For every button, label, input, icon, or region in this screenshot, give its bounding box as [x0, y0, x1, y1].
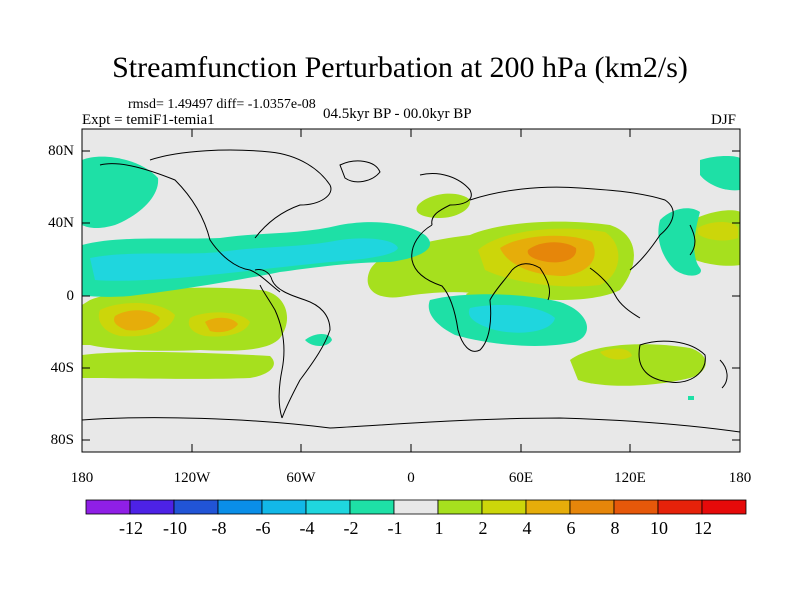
- lat-tick-label: 40N: [48, 215, 74, 231]
- experiment-label: Expt = temiF1-temia1: [82, 112, 215, 128]
- contour-patch: [688, 396, 694, 400]
- lat-tick-label: 0: [66, 288, 75, 304]
- colorbar-label: -8: [211, 518, 227, 538]
- contour-region-nwpac-2: [698, 222, 738, 241]
- colorbar-swatch: [393, 499, 439, 515]
- contour-region-sa-4: [205, 317, 238, 333]
- contour-region-brazil-neg: [305, 334, 332, 346]
- axis-ticks: [81, 129, 741, 452]
- colorbar-swatch: [613, 499, 659, 515]
- colorbar-swatch: [129, 499, 175, 515]
- colorbar-swatch: [569, 499, 615, 515]
- colorbar: [85, 499, 747, 515]
- colorbar-label: 2: [478, 518, 488, 538]
- lon-tick-label: 120E: [614, 470, 646, 486]
- colorbar-label: 12: [694, 518, 712, 538]
- colorbar-swatch: [173, 499, 219, 515]
- colorbar-label: -10: [163, 518, 187, 538]
- contour-region-south-pacific-band: [82, 352, 274, 379]
- colorbar-swatch: [657, 499, 703, 515]
- colorbar-swatch: [701, 499, 747, 515]
- period-label: 04.5kyr BP - 00.0kyr BP: [323, 106, 472, 122]
- lon-tick-label: 0: [407, 470, 415, 486]
- stats-text: rmsd= 1.49497 diff= -1.0357e-08: [128, 97, 316, 112]
- coastlines: [82, 149, 740, 433]
- lon-tick-label: 180: [728, 470, 752, 486]
- colorbar-swatch: [349, 499, 395, 515]
- colorbar-label: 8: [610, 518, 620, 538]
- colorbar-swatch: [261, 499, 307, 515]
- lon-tick-label: 60E: [508, 470, 534, 486]
- contour-region-atlantic-neg2: [90, 238, 398, 281]
- contour-region-asia-6: [527, 242, 577, 263]
- contour-region-mediterranean: [416, 193, 471, 218]
- lon-tick-label: 180: [70, 470, 94, 486]
- colorbar-label: -6: [255, 518, 271, 538]
- plot-title: Streamfunction Perturbation at 200 hPa (…: [112, 51, 688, 84]
- lat-tick-label: 80N: [48, 143, 74, 159]
- contour-region-aus-2: [600, 348, 632, 360]
- colorbar-label: 1: [434, 518, 444, 538]
- contour-region-na-pacific-neg: [82, 156, 159, 229]
- colorbar-label: -4: [299, 518, 315, 538]
- lon-tick-label: 120W: [173, 470, 211, 486]
- colorbar-label: -12: [119, 518, 143, 538]
- lat-tick-label: 80S: [50, 432, 74, 448]
- colorbar-swatch: [481, 499, 527, 515]
- season-label: DJF: [711, 112, 737, 128]
- colorbar-swatch: [525, 499, 571, 515]
- lat-tick-label: 40S: [50, 360, 74, 376]
- lon-tick-label: 60W: [286, 470, 316, 486]
- contour-region-pacific-4: [114, 310, 160, 331]
- colorbar-label: 6: [566, 518, 576, 538]
- contour-region-arctic-neg: [700, 155, 740, 191]
- colorbar-label: 4: [522, 518, 532, 538]
- colorbar-swatch: [305, 499, 351, 515]
- colorbar-swatch: [437, 499, 483, 515]
- colorbar-label: 10: [650, 518, 668, 538]
- colorbar-swatch: [85, 499, 131, 515]
- colorbar-label: -2: [343, 518, 359, 538]
- colorbar-swatch: [217, 499, 263, 515]
- colorbar-label: -1: [387, 518, 403, 538]
